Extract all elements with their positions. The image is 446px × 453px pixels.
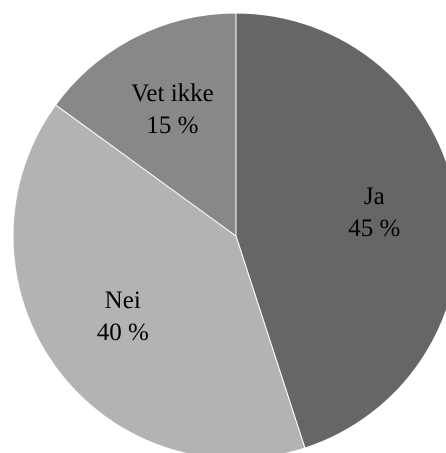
slice-label: Vet ikke	[131, 80, 214, 107]
slice-label: Ja	[364, 183, 385, 210]
slice-value-label: 15 %	[146, 112, 198, 139]
pie-slice	[12, 104, 306, 453]
slice-label: Nei	[105, 287, 141, 314]
slice-value-label: 45 %	[348, 215, 400, 242]
pie-slice	[235, 12, 446, 449]
slice-value-label: 40 %	[97, 319, 149, 346]
pie-slice	[54, 12, 237, 237]
